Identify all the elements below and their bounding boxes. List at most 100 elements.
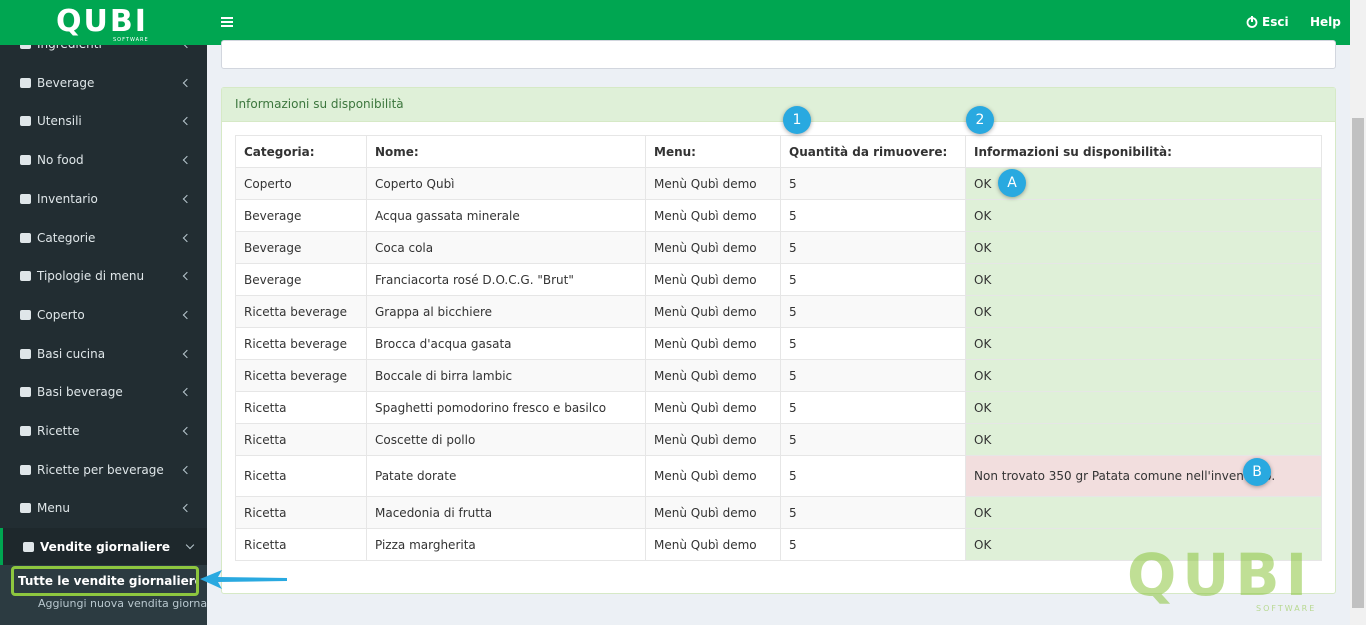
table-cell: 5: [780, 263, 966, 296]
table-cell: Ricetta: [235, 528, 367, 561]
table-row: Coperto Coperto Qubì Menù Qubì demo 5 OK: [235, 167, 1322, 200]
sidebar-item[interactable]: Utensili: [0, 102, 207, 140]
table-row: Ricetta beverage Grappa al bicchiere Menù …: [235, 295, 1322, 328]
table-row: Beverage Coca cola Menù Qubì demo 5 OK: [235, 231, 1322, 264]
sidebar-item[interactable]: No food: [0, 141, 207, 179]
table-cell: Acqua gassata minerale: [366, 199, 646, 232]
table-cell: 5: [780, 528, 966, 561]
sidebar: IngredientiBeverageUtensiliNo foodInvent…: [0, 0, 207, 625]
item-icon: [20, 155, 31, 166]
table-cell: OK: [965, 391, 1322, 424]
help[interactable]: Help: [1310, 15, 1341, 29]
item-icon: [23, 542, 34, 553]
annotation-badge: A: [998, 169, 1026, 197]
sidebar-item[interactable]: Basi cucina: [0, 335, 207, 373]
submenu-item[interactable]: Tutte le vendite giornaliere: [11, 566, 199, 596]
sidebar-item[interactable]: Tipologie di menu: [0, 257, 207, 295]
top-box: [221, 40, 1336, 69]
chevron: [182, 233, 192, 242]
table-cell: OK: [965, 327, 1322, 360]
table-row: Beverage Acqua gassata minerale Menù Qubì …: [235, 199, 1322, 232]
sidebar-item[interactable]: Inventario: [0, 180, 207, 218]
item-label: Tipologie di menu: [37, 269, 145, 284]
logout[interactable]: Esci: [1262, 15, 1289, 29]
submenu-item[interactable]: Aggiungi nuova vendita giornaliera: [38, 597, 207, 610]
table-cell: Menù Qubì demo: [645, 263, 781, 296]
table-cell: OK: [965, 359, 1322, 392]
sidebar-item[interactable]: Vendite giornaliere: [0, 528, 207, 567]
item-icon: [20, 387, 31, 398]
chevron: [185, 540, 195, 550]
table-cell: Coperto Qubì: [366, 167, 646, 200]
item-label: Coperto: [37, 307, 85, 322]
sidebar-item[interactable]: Coperto: [0, 296, 207, 334]
logo-tagline: SOFTWARE: [113, 37, 149, 43]
sidebar-item[interactable]: Ricette: [0, 412, 207, 450]
watermark-name: QUBI: [1127, 541, 1314, 609]
menu-toggle[interactable]: [221, 17, 233, 27]
table-cell: Ricetta: [235, 496, 367, 529]
table-cell: OK: [965, 528, 1322, 561]
column-header: Quantità da rimuovere:: [780, 135, 966, 168]
table-cell: 5: [780, 423, 966, 456]
table-cell: Ricetta: [235, 391, 367, 424]
table-cell: Coscette di pollo: [366, 423, 646, 456]
table-cell: Patate dorate: [366, 455, 646, 497]
item-label: Ricette: [37, 424, 80, 438]
sidebar-item[interactable]: Basi beverage: [0, 373, 207, 411]
sidebar-item[interactable]: Menu: [0, 489, 207, 527]
table-cell: Menù Qubì demo: [645, 359, 781, 392]
table-cell: OK: [965, 199, 1322, 232]
chevron: [182, 388, 192, 397]
table-row: Ricetta Coscette di pollo Menù Qubì demo 5 O…: [235, 423, 1322, 456]
table-cell: Menù Qubì demo: [645, 231, 781, 264]
sidebar-item[interactable]: Beverage: [0, 64, 207, 102]
chevron: [182, 155, 192, 165]
table-row: Ricetta beverage Brocca d'acqua gasata Men…: [235, 327, 1322, 360]
table-cell: Ricetta beverage: [235, 295, 367, 328]
table-row: Ricetta Spaghetti pomodorino fresco e bas…: [235, 391, 1322, 424]
table-cell: Menù Qubì demo: [645, 423, 781, 456]
chevron: [182, 194, 192, 204]
table-cell: OK: [965, 295, 1322, 328]
item-icon: [20, 116, 31, 127]
table-cell: 5: [780, 231, 966, 264]
item-icon: [20, 271, 31, 282]
table-cell: OK: [965, 423, 1322, 456]
item-icon: [20, 232, 31, 243]
table-cell: 5: [780, 455, 966, 497]
table-cell: OK: [965, 167, 1322, 200]
logo[interactable]: QUBI SOFTWARE: [0, 0, 207, 45]
table-cell: Menù Qubì demo: [645, 528, 781, 561]
table-cell: Menù Qubì demo: [645, 391, 781, 424]
item-label: Menu: [37, 501, 70, 516]
table-cell: Coperto: [235, 167, 367, 200]
item-icon: [20, 77, 31, 88]
table-row: Beverage Franciacorta rosé D.O.C.G. "Brut…: [235, 263, 1322, 296]
column-header: Informazioni su disponibilità:: [965, 135, 1322, 168]
topbar: Esci Help: [207, 0, 1350, 45]
chevron: [182, 426, 192, 436]
table-cell: Menù Qubì demo: [645, 199, 781, 232]
chevron: [182, 349, 192, 358]
table-cell: Ricetta: [235, 455, 367, 497]
table-cell: Beverage: [235, 231, 367, 264]
annotation-badge: 1: [783, 106, 811, 134]
sidebar-item[interactable]: Ricette per beverage: [0, 451, 207, 489]
chevron: [182, 117, 192, 126]
table-cell: Grappa al bicchiere: [366, 295, 646, 328]
chevron: [182, 310, 192, 320]
table-cell: OK: [965, 496, 1322, 529]
table-row: Ricetta beverage Boccale di birra lambic M…: [235, 359, 1322, 392]
item-icon: [20, 348, 31, 359]
panel-title: Informazioni su disponibilità: [235, 97, 404, 111]
table-cell: OK: [965, 263, 1322, 296]
table-cell: Pizza margherita: [366, 528, 646, 561]
table-cell: Coca cola: [366, 231, 646, 264]
item-label: Categorie: [37, 230, 96, 245]
sidebar-item[interactable]: Categorie: [0, 219, 207, 257]
item-label: Vendite giornaliere: [40, 540, 170, 555]
panel-header: Informazioni su disponibilità: [222, 88, 1335, 122]
scrollbar-thumb[interactable]: [1352, 118, 1364, 608]
